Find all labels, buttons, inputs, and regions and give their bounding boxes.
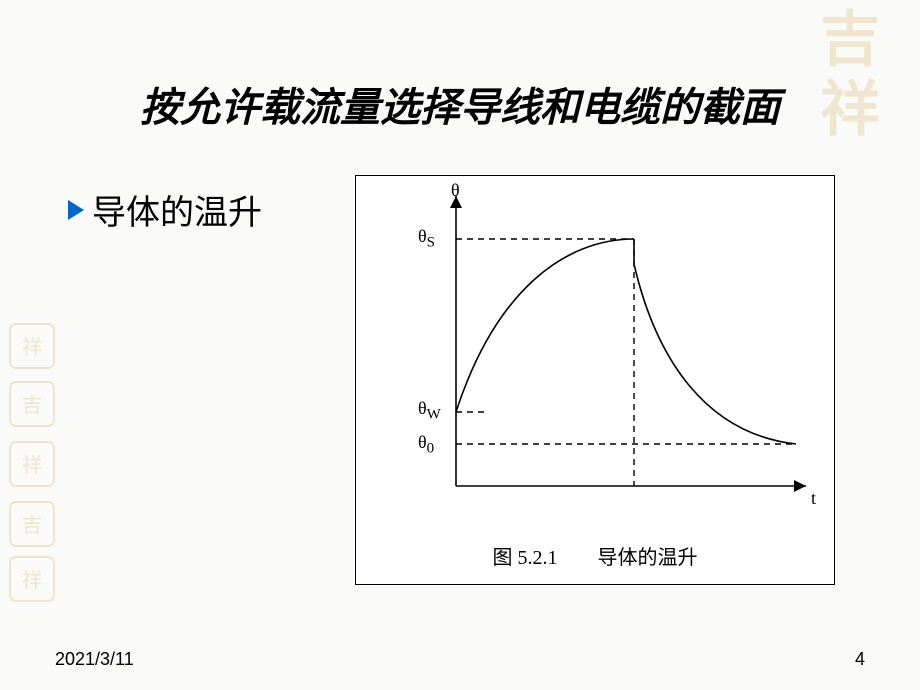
svg-text:吉: 吉 xyxy=(22,514,42,537)
svg-text:祥: 祥 xyxy=(22,454,42,477)
chart-svg xyxy=(366,184,826,524)
watermark-seal-4: 吉 xyxy=(8,500,56,553)
ytick-theta-0: θ0 xyxy=(418,432,434,458)
chevron-icon xyxy=(68,200,84,220)
caption-label: 图 5.2.1 xyxy=(493,547,558,569)
temperature-rise-chart: θ t θS θW θ0 图 5.2.1 导体的温升 xyxy=(355,175,835,585)
ytick-theta-w: θW xyxy=(418,398,441,424)
watermark-seal-5: 祥 xyxy=(8,555,56,608)
fall-curve xyxy=(634,264,796,444)
watermark-seal-3: 祥 xyxy=(8,440,56,493)
watermark-seal-1: 祥 xyxy=(8,322,56,375)
x-axis-label: t xyxy=(811,488,816,509)
svg-text:祥: 祥 xyxy=(22,336,42,359)
footer-date: 2021/3/11 xyxy=(55,649,134,670)
y-axis-label: θ xyxy=(451,180,460,201)
bullet-text: 导体的温升 xyxy=(92,185,262,234)
caption-text: 导体的温升 xyxy=(598,547,698,569)
watermark-top-right: 吉 祥 xyxy=(790,0,910,170)
watermark-seal-2: 吉 xyxy=(8,380,56,433)
svg-text:吉: 吉 xyxy=(22,394,42,417)
ytick-theta-s: θS xyxy=(418,226,435,252)
slide-title: 按允许载流量选择导线和电缆的截面 xyxy=(140,75,780,133)
x-axis-arrow-icon xyxy=(794,480,806,492)
svg-text:祥: 祥 xyxy=(820,77,880,143)
chart-caption: 图 5.2.1 导体的温升 xyxy=(356,541,834,570)
bullet-item: 导体的温升 xyxy=(68,185,262,234)
rise-curve xyxy=(456,239,634,412)
footer-page-number: 4 xyxy=(855,649,865,670)
svg-text:祥: 祥 xyxy=(22,569,42,592)
svg-text:吉: 吉 xyxy=(820,7,880,73)
